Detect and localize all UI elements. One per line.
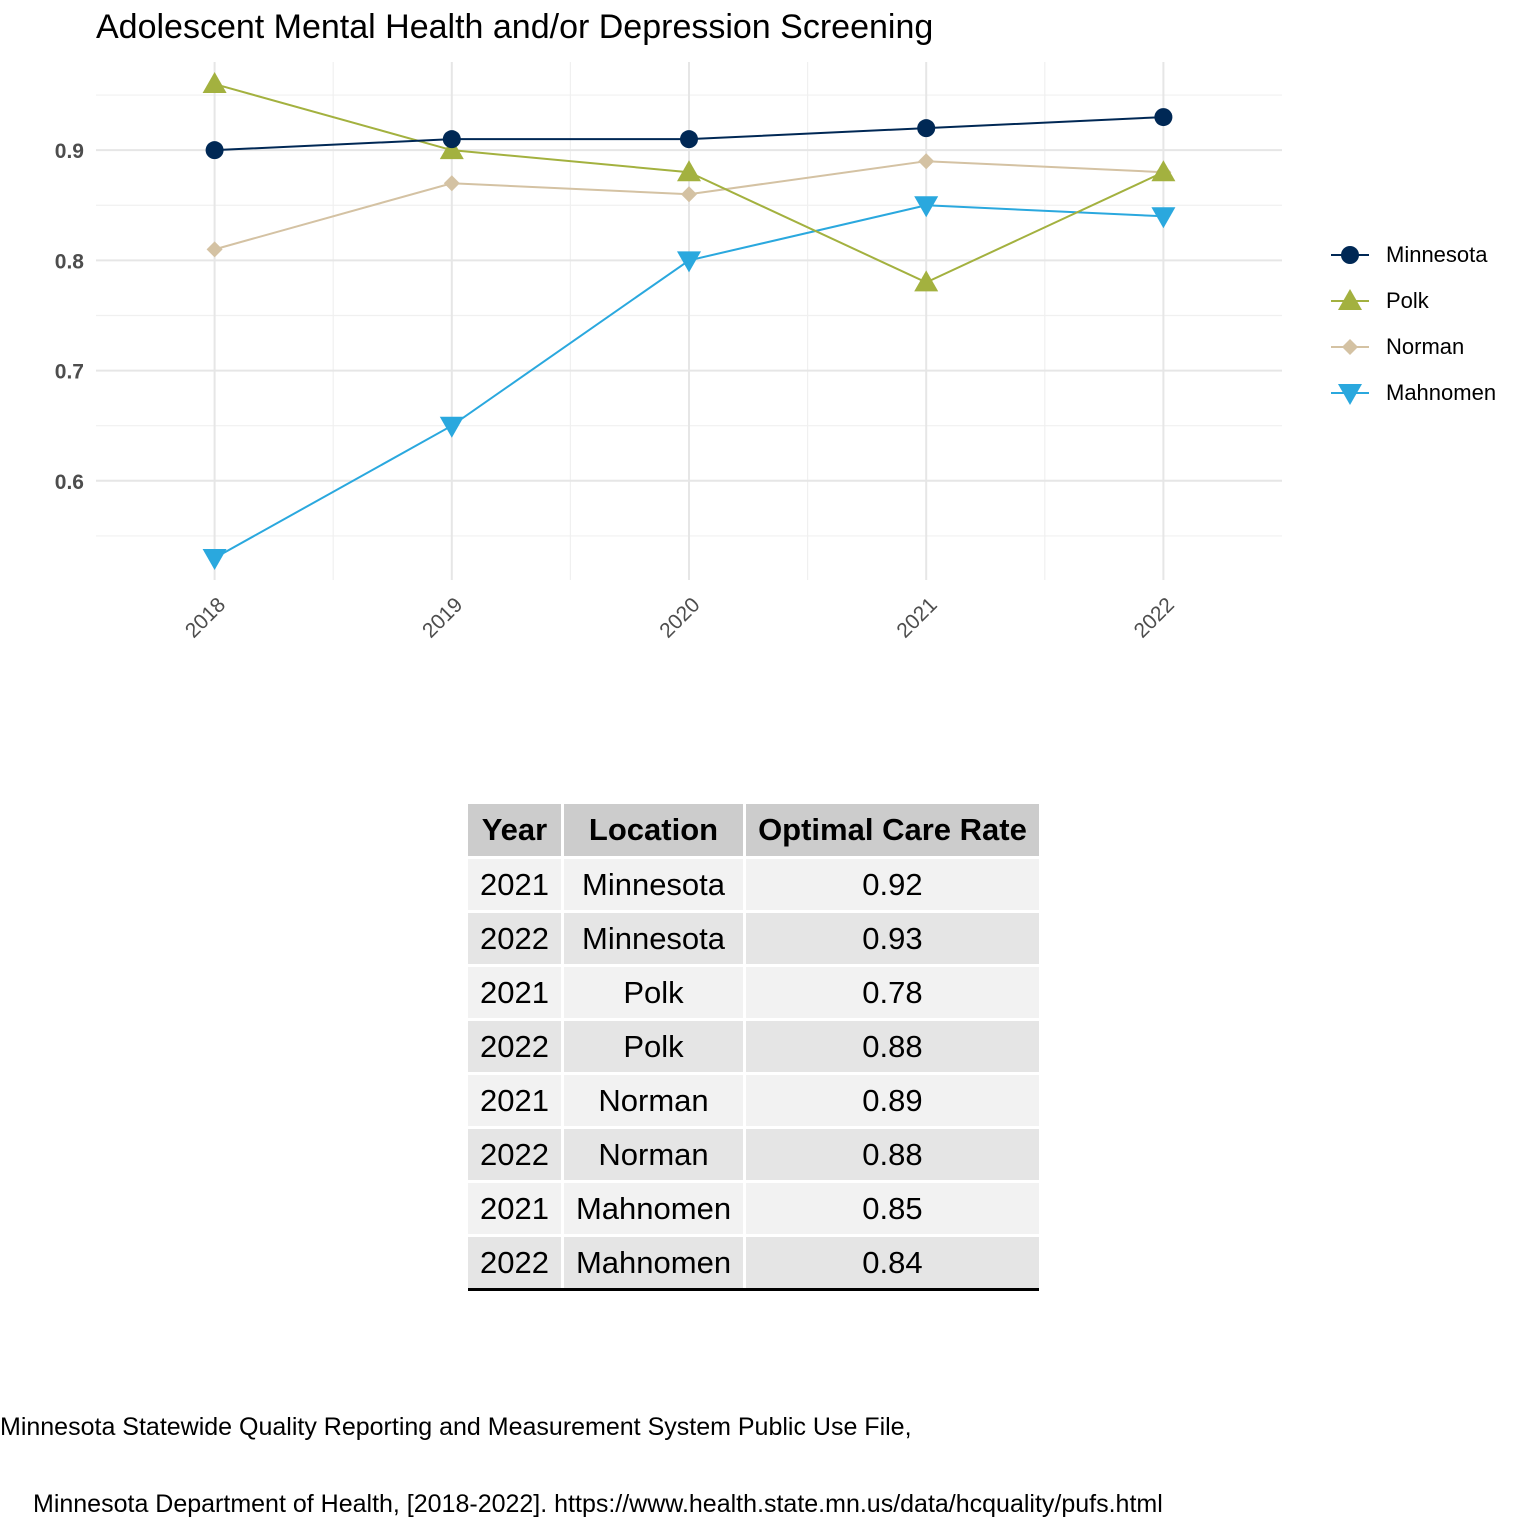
table-cell: 0.88	[744, 1019, 1039, 1075]
table-cell: 2021	[468, 857, 564, 913]
y-tick-label: 0.9	[55, 140, 84, 163]
point-polk-2022	[1151, 160, 1176, 182]
point-norman-2020	[681, 186, 697, 203]
table-cell: 2022	[468, 1127, 564, 1183]
x-tick-label: 2019	[418, 593, 467, 642]
point-minnesota-2020	[680, 130, 698, 149]
point-mahnomen-2018	[202, 548, 227, 570]
point-polk-2019	[439, 138, 464, 160]
table-cell: Mahnomen	[562, 1181, 747, 1237]
table-row: 2021 Norman 0.89	[468, 1073, 1039, 1129]
point-norman-2021	[918, 153, 935, 170]
table-cell: 2022	[468, 911, 564, 967]
x-tick-label: 2018	[181, 593, 230, 642]
chart-title: Adolescent Mental Health and/or Depressi…	[96, 8, 934, 46]
table-row: 2021 Minnesota 0.92	[468, 857, 1039, 913]
legend-label: Minnesota	[1386, 242, 1488, 267]
table-cell: Minnesota	[562, 857, 747, 913]
table-cell: 0.88	[744, 1127, 1039, 1183]
table-cell: 0.89	[744, 1073, 1039, 1129]
legend-item-minnesota: Minnesota	[1330, 232, 1496, 278]
line-chart: 0.6 0.7 0.8 0.9 2018 2019 2020 2021 2022	[55, 62, 1282, 643]
table-header-cell: Optimal Care Rate	[744, 804, 1039, 859]
table-cell: Polk	[562, 965, 747, 1021]
source-line-1: Minnesota Statewide Quality Reporting an…	[0, 1413, 912, 1441]
legend-key-marker	[1341, 246, 1359, 264]
legend-key-polk	[1331, 289, 1369, 310]
table-cell: Norman	[562, 1127, 747, 1183]
table-cell: 0.78	[744, 965, 1039, 1021]
table-header-cell: Location	[562, 804, 747, 859]
table-cell: 2021	[468, 1181, 564, 1237]
legend-key-norman	[1331, 339, 1369, 355]
y-tick-label: 0.8	[55, 250, 85, 273]
point-minnesota-2018	[205, 141, 224, 160]
table-cell: 0.84	[744, 1235, 1039, 1291]
point-minnesota-2022	[1154, 108, 1173, 127]
point-minnesota-2019	[442, 130, 461, 149]
table-row: 2022 Norman 0.88	[468, 1127, 1039, 1183]
legend-key-marker	[1338, 384, 1362, 405]
table-header-cell: Year	[468, 804, 564, 859]
table-cell: 2022	[468, 1019, 564, 1075]
table-cell: 0.85	[744, 1181, 1039, 1237]
legend-item-norman: Norman	[1330, 324, 1496, 370]
y-tick-label: 0.6	[55, 471, 84, 494]
legend-key-marker	[1342, 339, 1358, 355]
point-mahnomen-2020	[677, 251, 701, 273]
x-tick-label: 2020	[655, 593, 704, 642]
table-cell: 2022	[468, 1235, 564, 1291]
legend-label: Mahnomen	[1386, 380, 1497, 405]
legend: Minnesota Polk Norman Mahnomen	[1330, 232, 1496, 416]
legend-key-mahnomen	[1331, 384, 1369, 405]
table-row: 2022 Minnesota 0.93	[468, 911, 1039, 967]
table-row: 2021 Polk 0.78	[468, 965, 1039, 1021]
table-cell: Mahnomen	[562, 1235, 747, 1291]
point-polk-2020	[677, 160, 701, 182]
y-tick-label: 0.7	[55, 361, 84, 384]
table-body: 2021 Minnesota 0.92 2022 Minnesota 0.93 2021 Po…	[468, 857, 1039, 1291]
table-cell: Polk	[562, 1019, 747, 1075]
table-cell: 2021	[468, 965, 564, 1021]
legend-item-mahnomen: Mahnomen	[1330, 370, 1496, 416]
point-mahnomen-2019	[439, 416, 464, 438]
table-cell: 0.93	[744, 911, 1039, 967]
table-row: 2021 Mahnomen 0.85	[468, 1181, 1039, 1237]
table-row: 2022 Mahnomen 0.84	[468, 1235, 1039, 1291]
x-tick-label: 2022	[1130, 593, 1179, 642]
legend-label: Polk	[1386, 288, 1429, 313]
legend-key-minnesota	[1331, 246, 1369, 264]
table-cell: 0.92	[744, 857, 1039, 913]
point-polk-2018	[202, 72, 227, 94]
point-mahnomen-2021	[914, 196, 939, 218]
legend-item-polk: Polk	[1330, 278, 1496, 324]
point-minnesota-2021	[917, 119, 936, 138]
legend-key-marker	[1338, 289, 1362, 310]
point-norman-2018	[206, 241, 223, 258]
x-tick-label: 2021	[892, 593, 941, 642]
table-cell: 2021	[468, 1073, 564, 1129]
table-header-row: Year Location Optimal Care Rate	[468, 804, 1039, 859]
table-cell: Minnesota	[562, 911, 747, 967]
point-norman-2019	[443, 175, 460, 192]
table-cell: Norman	[562, 1073, 747, 1129]
legend-label: Norman	[1386, 334, 1465, 359]
point-mahnomen-2022	[1151, 207, 1176, 229]
point-polk-2021	[914, 270, 939, 292]
source-line-2: Minnesota Department of Health, [2018-20…	[33, 1490, 1163, 1518]
data-table: Year Location Optimal Care Rate 2021 Minnes…	[468, 804, 1039, 1291]
table-row: 2022 Polk 0.88	[468, 1019, 1039, 1075]
